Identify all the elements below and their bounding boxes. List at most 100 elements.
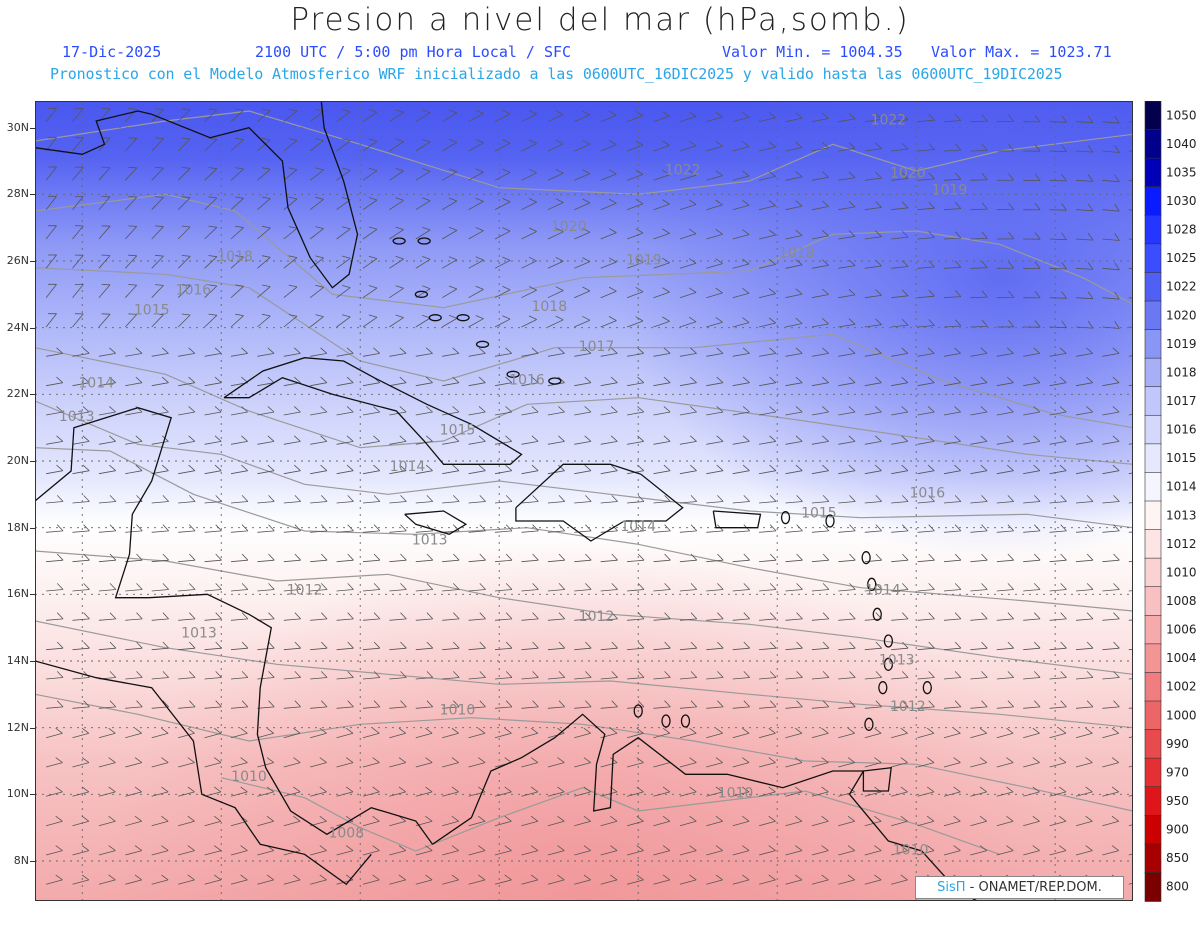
- wind-barb: [336, 464, 354, 475]
- wind-barb: [891, 700, 909, 709]
- wind-barb: [230, 757, 248, 768]
- wind-barb: [653, 583, 671, 592]
- island-outline: [506, 370, 520, 378]
- wind-barb: [442, 757, 459, 768]
- wind-barb: [441, 285, 458, 299]
- wind-barb: [1075, 553, 1094, 563]
- wind-barb: [917, 757, 935, 768]
- wind-barb: [415, 641, 434, 651]
- wind-barb: [468, 495, 486, 504]
- wind-barb: [1023, 583, 1041, 592]
- wind-barb: [864, 700, 882, 709]
- isobar-label: 1010: [718, 786, 754, 802]
- wind-barb: [811, 553, 830, 563]
- wind-barb: [257, 700, 275, 709]
- wind-barb: [864, 757, 882, 768]
- wind-barb: [679, 553, 698, 563]
- wind-barb: [891, 142, 909, 152]
- wind-barb: [996, 815, 1014, 827]
- wind-barb: [46, 553, 64, 563]
- wind-barb: [574, 495, 592, 504]
- wind-barb: [1049, 347, 1067, 357]
- wind-barb: [864, 318, 882, 328]
- wind-barb: [362, 109, 378, 123]
- wind-barb: [389, 641, 407, 651]
- wind-barb: [653, 316, 670, 328]
- wind-barb: [838, 113, 856, 123]
- wind-barb: [626, 169, 644, 181]
- wind-barb: [574, 757, 591, 768]
- island-outline: [428, 314, 442, 322]
- colorbar-cell: [1144, 357, 1162, 388]
- wind-barb: [204, 108, 218, 122]
- wind-barb: [72, 815, 90, 827]
- wind-barbs: [45, 107, 1133, 885]
- wind-barb: [574, 874, 591, 885]
- wind-barb: [838, 201, 856, 211]
- wind-barb: [1128, 267, 1133, 270]
- wind-barb: [811, 641, 830, 651]
- wind-barb: [970, 727, 988, 739]
- colorbar-cell: [1144, 329, 1162, 359]
- wind-barb: [415, 671, 434, 680]
- wind-barb: [970, 671, 988, 680]
- wind-barb: [653, 786, 671, 797]
- wind-barb: [125, 583, 143, 592]
- wind-barb: [1102, 435, 1120, 445]
- wind-barb: [257, 196, 271, 211]
- wind-barb: [891, 524, 909, 533]
- wind-barb: [811, 495, 830, 504]
- wind-barb: [547, 786, 565, 797]
- wind-barb: [547, 169, 564, 181]
- wind-barb: [943, 464, 961, 475]
- isobar-label: 1012: [579, 609, 615, 625]
- wind-barb: [811, 786, 829, 797]
- wind-barb: [679, 671, 698, 680]
- wind-barb: [1102, 553, 1120, 563]
- wind-barb: [706, 815, 723, 827]
- wind-barb: [230, 255, 244, 269]
- wind-barb: [970, 143, 988, 152]
- wind-barb: [1128, 121, 1133, 123]
- wind-barb: [600, 845, 618, 856]
- wind-barb: [521, 553, 539, 563]
- wind-barb: [917, 786, 935, 797]
- wind-barb: [204, 376, 222, 387]
- wind-barb: [864, 495, 882, 504]
- wind-barb: [230, 347, 248, 357]
- wind-barb: [362, 138, 378, 152]
- wind-barb: [547, 464, 565, 475]
- wind-barb: [178, 435, 196, 445]
- wind-barb: [1049, 495, 1067, 504]
- wind-barb: [547, 139, 564, 152]
- wind-barb: [45, 283, 57, 298]
- wind-barb: [1102, 815, 1120, 827]
- wind-barb: [389, 347, 407, 357]
- wind-barb: [811, 464, 829, 475]
- wind-barb: [706, 612, 724, 621]
- isobar-label: 1016: [509, 372, 545, 388]
- wind-barb: [336, 612, 354, 621]
- wind-barb: [257, 255, 271, 269]
- island-outline: [883, 634, 894, 648]
- wind-barb: [970, 757, 988, 768]
- wind-barb: [1102, 583, 1120, 592]
- low-pressure-shading: [35, 101, 1133, 901]
- wind-barb: [1102, 671, 1120, 680]
- wind-barb: [706, 140, 723, 152]
- wind-barb: [600, 198, 617, 211]
- wind-barb: [521, 727, 539, 739]
- wind-barb: [732, 347, 750, 357]
- wind-barb: [177, 167, 191, 181]
- wind-barb: [627, 524, 645, 533]
- wind-barb: [151, 225, 164, 240]
- wind-barb: [362, 757, 380, 768]
- wind-barb: [1102, 700, 1120, 709]
- wind-barb: [1049, 464, 1067, 475]
- wind-barb: [732, 727, 750, 739]
- wind-barb: [494, 109, 511, 123]
- wind-barb: [389, 757, 407, 768]
- wind-barb: [521, 700, 539, 709]
- wind-barb: [204, 464, 222, 475]
- wind-barb: [494, 256, 511, 269]
